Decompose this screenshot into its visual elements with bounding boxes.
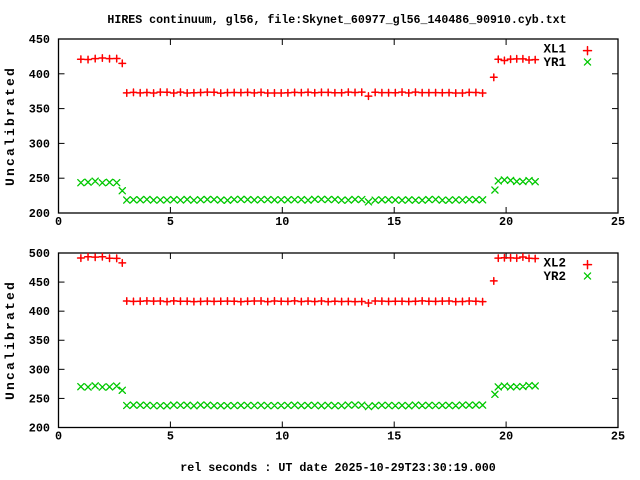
svg-text:200: 200	[29, 422, 50, 436]
svg-text:250: 250	[29, 392, 50, 406]
svg-text:300: 300	[29, 363, 50, 377]
svg-text:YR1: YR1	[544, 56, 567, 70]
svg-text:200: 200	[29, 207, 50, 221]
svg-text:450: 450	[29, 276, 50, 290]
svg-text:300: 300	[29, 137, 50, 151]
svg-text:XL1: XL1	[544, 43, 567, 57]
svg-text:0: 0	[55, 430, 62, 444]
svg-text:0: 0	[55, 215, 62, 229]
svg-text:YR2: YR2	[544, 270, 567, 284]
svg-text:XL2: XL2	[544, 257, 567, 271]
svg-text:10: 10	[275, 430, 289, 444]
svg-text:Uncalibrated: Uncalibrated	[3, 66, 18, 186]
svg-text:400: 400	[29, 68, 50, 82]
svg-text:5: 5	[167, 430, 174, 444]
svg-text:350: 350	[29, 103, 50, 117]
svg-text:HIRES continuum, gl56, file:Sk: HIRES continuum, gl56, file:Skynet_60977…	[107, 14, 566, 27]
svg-text:450: 450	[29, 33, 50, 47]
svg-text:15: 15	[387, 430, 401, 444]
svg-text:400: 400	[29, 305, 50, 319]
svg-text:10: 10	[275, 215, 289, 229]
svg-text:20: 20	[499, 430, 513, 444]
svg-text:rel seconds : UT date 2025-10-: rel seconds : UT date 2025-10-29T23:30:1…	[180, 461, 496, 475]
svg-text:20: 20	[499, 215, 513, 229]
svg-text:15: 15	[387, 215, 401, 229]
svg-text:500: 500	[29, 247, 50, 261]
svg-text:250: 250	[29, 172, 50, 186]
svg-text:Uncalibrated: Uncalibrated	[3, 280, 18, 400]
svg-text:25: 25	[611, 215, 625, 229]
svg-text:350: 350	[29, 334, 50, 348]
svg-text:5: 5	[167, 215, 174, 229]
svg-text:25: 25	[611, 430, 625, 444]
